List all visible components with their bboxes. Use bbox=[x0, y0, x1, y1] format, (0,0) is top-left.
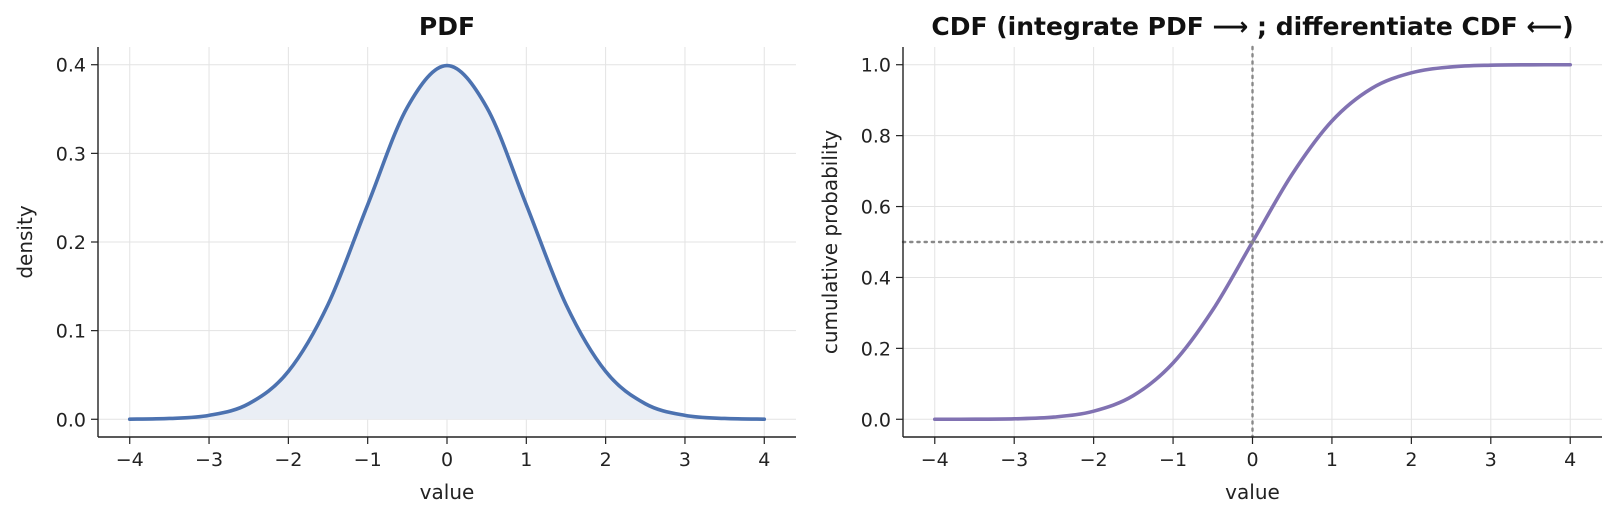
cdf-title: CDF (integrate PDF ⟶ ; differentiate CDF… bbox=[931, 12, 1573, 41]
cdf-ytick-label-4: 0.8 bbox=[861, 126, 891, 148]
pdf-ytick-label-1: 0.1 bbox=[56, 321, 86, 343]
pdf-ylabel: density bbox=[13, 205, 37, 278]
pdf-ytick-label-0: 0.0 bbox=[56, 409, 86, 431]
pdf-ytick-label-3: 0.3 bbox=[56, 143, 86, 165]
pdf-xtick-label-3: −1 bbox=[354, 449, 382, 471]
cdf-xtick-label-4: 0 bbox=[1246, 449, 1258, 471]
pdf-title: PDF bbox=[419, 12, 475, 41]
pdf-series-line-0 bbox=[127, 63, 767, 421]
pdf-xtick-label-2: −2 bbox=[274, 449, 302, 471]
pdf-xtick-label-5: 1 bbox=[520, 449, 532, 471]
pdf-xtick-label-4: 0 bbox=[441, 449, 453, 471]
pdf-xtick-label-0: −4 bbox=[116, 449, 144, 471]
pdf-xtick-label-1: −3 bbox=[195, 449, 223, 471]
cdf-xtick-label-3: −1 bbox=[1159, 449, 1187, 471]
cdf-xtick-label-7: 3 bbox=[1485, 449, 1497, 471]
cdf-ytick-label-1: 0.2 bbox=[861, 338, 891, 360]
cdf-ylabel: cumulative probability bbox=[818, 130, 842, 354]
cdf-ytick-label-0: 0.0 bbox=[861, 409, 891, 431]
pdf-xtick-label-7: 3 bbox=[679, 449, 691, 471]
pdf-xtick-label-8: 4 bbox=[758, 449, 770, 471]
cdf-ytick-label-5: 1.0 bbox=[861, 55, 891, 77]
cdf-xtick-label-0: −4 bbox=[921, 449, 949, 471]
pdf-xtick-label-6: 2 bbox=[600, 449, 612, 471]
cdf-xtick-label-8: 4 bbox=[1564, 449, 1576, 471]
pdf-series-fill-0 bbox=[129, 65, 765, 420]
pdf-xlabel: value bbox=[420, 480, 475, 504]
cdf-xtick-label-5: 1 bbox=[1326, 449, 1338, 471]
cdf-xtick-label-6: 2 bbox=[1405, 449, 1417, 471]
pdf-panel: −4 −3 −2 −1 0 1 2 3 4 0.0 0.1 0.2 0.3 0.4 PDF value dens… bbox=[13, 12, 796, 504]
cdf-panel: −4 −3 −2 −1 0 1 2 3 4 0.0 0.2 0.4 0.6 0.8 1.0 CDF (inte… bbox=[818, 12, 1604, 504]
pdf-ytick-label-2: 0.2 bbox=[56, 232, 86, 254]
cdf-ytick-label-3: 0.6 bbox=[861, 197, 891, 219]
pdf-ytick-label-4: 0.4 bbox=[56, 55, 86, 77]
cdf-xtick-label-1: −3 bbox=[1000, 449, 1028, 471]
cdf-xlabel: value bbox=[1225, 480, 1280, 504]
cdf-ytick-label-2: 0.4 bbox=[861, 267, 891, 289]
cdf-xtick-label-2: −2 bbox=[1080, 449, 1108, 471]
